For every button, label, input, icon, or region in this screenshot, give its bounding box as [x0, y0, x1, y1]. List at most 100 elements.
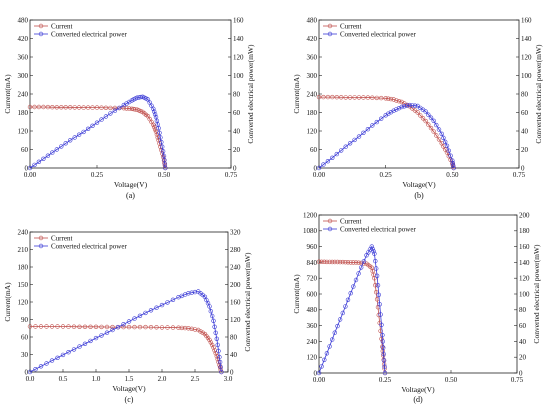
data-point-current: [121, 324, 126, 330]
y2-tick-label: 40: [521, 127, 529, 135]
data-point-power: [380, 332, 385, 338]
y-tick-label: 300: [307, 72, 318, 80]
x-tick-label: 3.0: [224, 375, 233, 383]
data-point-current: [420, 116, 426, 121]
data-point-power: [156, 125, 161, 131]
data-point-current: [343, 95, 348, 100]
data-point-current: [155, 135, 160, 140]
y2-tick-label: 160: [519, 243, 530, 251]
data-point-power: [218, 364, 223, 370]
data-point-power: [423, 109, 428, 114]
data-point-current: [322, 259, 327, 264]
data-point-current: [332, 259, 337, 265]
x-tick-label: 0.25: [91, 171, 104, 179]
data-point-power: [451, 165, 456, 171]
data-point-power: [359, 265, 364, 270]
y-tick-label: 30: [21, 351, 29, 359]
data-point-power: [93, 335, 99, 341]
data-point-current: [316, 259, 322, 264]
y-tick-label: 240: [18, 90, 29, 98]
x-tick-label: 0.25: [380, 171, 393, 179]
legend-label: Converted electrical power: [340, 30, 416, 38]
y-tick-label: 0: [314, 164, 318, 172]
y2-tick-label: 120: [233, 53, 244, 61]
data-point-power: [324, 351, 330, 356]
data-point-current: [152, 124, 157, 130]
data-point-power: [160, 149, 166, 154]
data-point-current: [214, 354, 220, 359]
y-tick-label: 240: [307, 90, 318, 98]
data-point-power: [158, 135, 163, 140]
data-point-power: [412, 103, 418, 108]
y2-axis-label: Converted electrical power(mW): [532, 244, 541, 344]
data-point-power: [372, 251, 377, 256]
y-tick-label: 360: [307, 322, 318, 330]
y2-tick-label: 80: [233, 90, 241, 98]
data-point-power: [137, 313, 143, 318]
x-tick-label: 1.5: [125, 375, 134, 383]
y-tick-label: 60: [310, 146, 318, 154]
data-point-power: [375, 283, 381, 288]
data-point-current: [431, 129, 436, 134]
y-tick-label: 1200: [303, 211, 318, 219]
panel-label: (a): [126, 191, 135, 200]
data-point-current: [386, 96, 391, 101]
y2-tick-label: 160: [521, 16, 532, 24]
data-point-current: [388, 96, 394, 102]
data-point-power: [343, 144, 348, 149]
data-point-current: [104, 324, 110, 330]
data-point-current: [339, 95, 344, 100]
data-point-power: [330, 155, 335, 161]
data-point-power: [115, 325, 121, 330]
data-point-power: [322, 357, 327, 362]
y-tick-label: 0: [25, 164, 29, 172]
y-tick-label: 180: [18, 263, 29, 271]
data-point-power: [36, 159, 42, 165]
y2-tick-label: 60: [521, 109, 529, 117]
data-point-power: [160, 144, 165, 149]
data-point-current: [394, 98, 399, 103]
data-point-power: [219, 369, 224, 375]
data-point-power: [378, 312, 383, 317]
y2-tick-label: 320: [230, 228, 241, 236]
data-point-current: [32, 104, 37, 110]
data-point-current: [426, 122, 431, 127]
y-axis-label: Current(mA): [3, 74, 12, 114]
data-point-power: [347, 141, 353, 146]
legend-label: Converted electrical power: [340, 225, 416, 233]
y-axis-label: Current(mA): [292, 74, 301, 114]
data-point-current: [112, 105, 118, 111]
y-tick-label: 150: [18, 281, 29, 289]
data-point-current: [423, 118, 428, 124]
data-point-current: [436, 137, 442, 142]
data-point-current: [196, 327, 201, 333]
data-point-current: [396, 98, 402, 104]
data-point-current: [334, 94, 339, 100]
data-point-current: [380, 348, 385, 354]
chart-panel: 0.00 0.25 0.50 0.75060120180240300360420480…: [292, 16, 543, 200]
y-tick-label: 120: [307, 127, 318, 135]
data-point-current: [330, 94, 335, 100]
data-point-power: [163, 165, 168, 171]
y-tick-label: 120: [307, 354, 318, 362]
data-point-power: [126, 319, 132, 324]
data-point-power: [374, 273, 380, 278]
x-tick-label: 0.50: [445, 376, 458, 384]
data-point-current: [132, 324, 137, 330]
data-point-current: [55, 324, 60, 329]
data-point-power: [410, 103, 415, 108]
x-axis-label: Voltage(V): [112, 384, 146, 393]
data-point-current: [337, 259, 343, 265]
data-point-power: [45, 153, 51, 158]
data-point-power: [143, 310, 148, 316]
y-tick-label: 240: [307, 338, 318, 346]
y-tick-label: 360: [18, 53, 29, 61]
y2-tick-label: 0: [230, 368, 234, 376]
data-point-current: [38, 324, 44, 329]
legend-swatch-marker: [38, 23, 44, 29]
data-point-current: [82, 324, 88, 329]
data-point-current: [428, 125, 434, 131]
data-point-power: [215, 342, 220, 348]
data-point-current: [45, 104, 51, 110]
x-axis-label: Voltage(V): [114, 180, 148, 189]
